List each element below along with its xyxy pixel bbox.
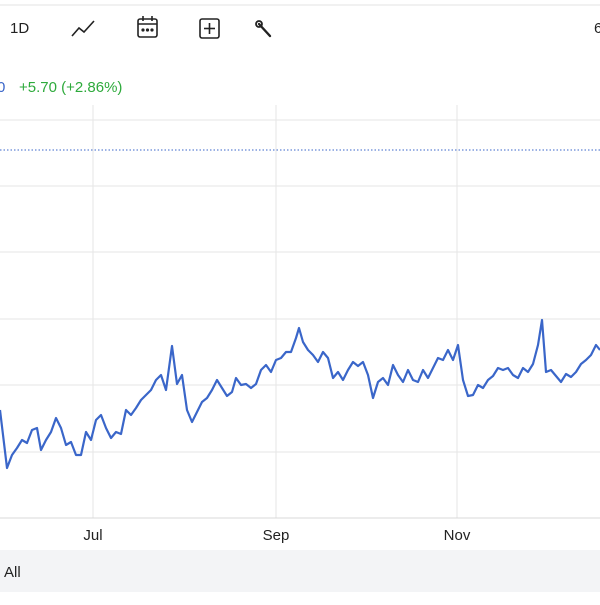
toolbar-edge-text: 6 [594, 20, 600, 37]
price-line [0, 318, 600, 470]
line-style-icon[interactable] [71, 20, 95, 37]
price-change: +5.70 (+2.86%) [19, 79, 122, 96]
range-button[interactable]: All [4, 564, 21, 581]
x-tick-label: Sep [263, 527, 290, 544]
settings-icon[interactable] [255, 20, 272, 38]
price: 0 [0, 79, 5, 96]
x-tick-label: Jul [83, 527, 102, 544]
interval-button[interactable]: 1D [10, 20, 29, 37]
x-tick-label: Nov [444, 527, 471, 544]
calendar-icon[interactable] [137, 16, 158, 38]
range-bar [0, 550, 600, 592]
add-indicator-icon[interactable] [199, 18, 220, 39]
